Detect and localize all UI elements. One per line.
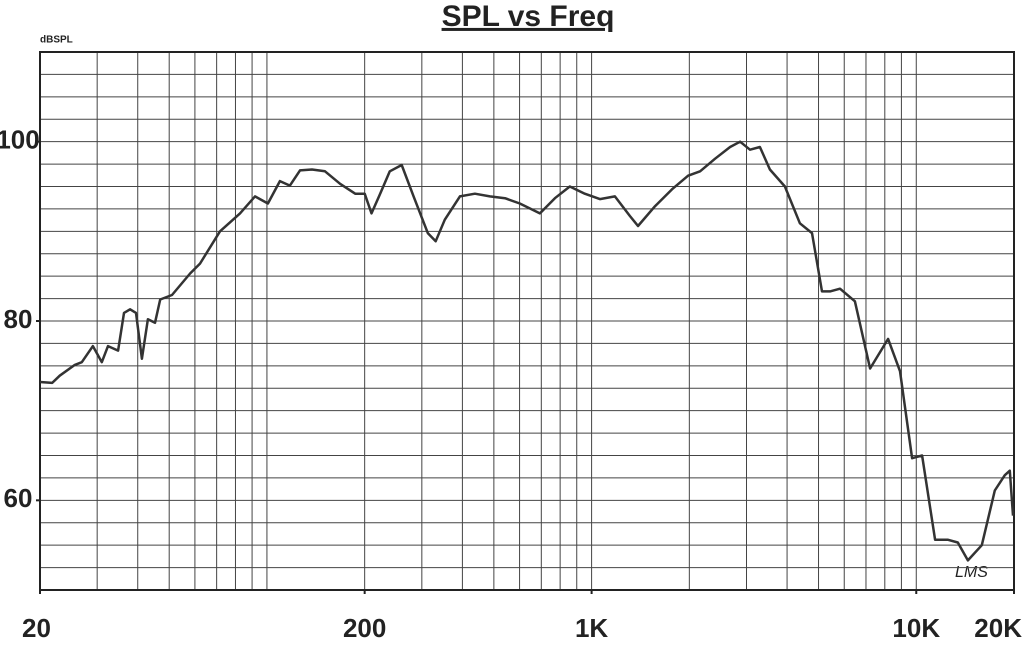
- annotation: LMS: [955, 564, 988, 581]
- y-axis-label: dBSPL: [40, 35, 73, 46]
- x-tick-label: 20K: [974, 613, 1022, 643]
- y-tick-label: 100: [0, 125, 40, 155]
- x-tick-label: 20: [22, 613, 51, 643]
- x-tick-label: 10K: [892, 613, 940, 643]
- y-tick-label: 60: [4, 483, 33, 513]
- x-tick-label: 200: [343, 613, 386, 643]
- y-tick-label: 80: [4, 304, 33, 334]
- x-tick-label: 1K: [575, 613, 608, 643]
- chart-title: SPL vs Freq: [442, 0, 615, 33]
- response-line: [39, 140, 1015, 562]
